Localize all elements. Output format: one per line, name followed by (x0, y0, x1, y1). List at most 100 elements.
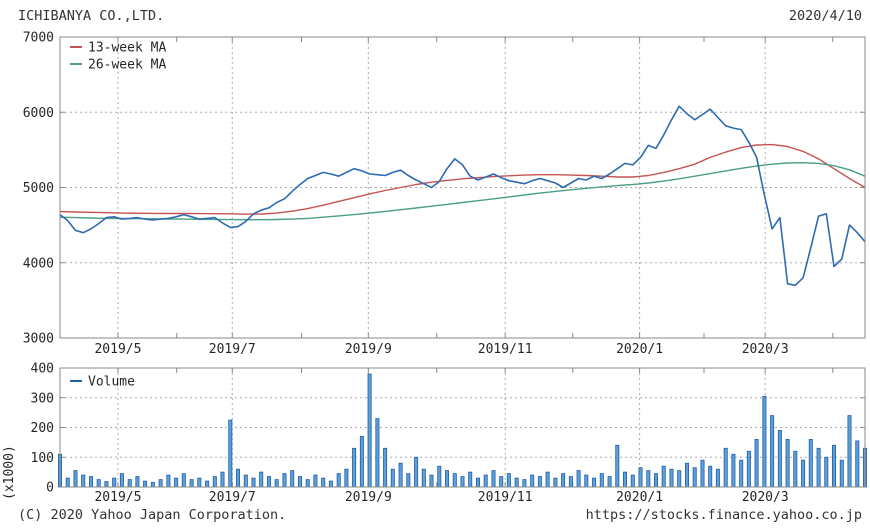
volume-bar (506, 473, 511, 488)
volume-bar (700, 459, 705, 488)
volume-bar (181, 473, 186, 488)
volume-bar (189, 479, 194, 488)
volume-bar (677, 470, 682, 488)
y-axis-label: 7000 (23, 31, 54, 46)
volume-bar (81, 474, 86, 488)
volume-bar (313, 474, 318, 488)
volume-bar (104, 481, 109, 488)
volume-bar (390, 468, 395, 488)
volume-bar (685, 462, 690, 488)
volume-bar (127, 479, 132, 488)
legend-label: Volume (88, 375, 135, 390)
x-axis-label: 2020/1 (616, 490, 663, 505)
volume-bar (847, 415, 852, 488)
volume-bar (708, 465, 713, 488)
source-url: https://stocks.finance.yahoo.co.jp (585, 507, 862, 523)
volume-bar (824, 456, 829, 488)
volume-bar (499, 476, 504, 488)
volume-bar (468, 471, 473, 488)
volume-bar (359, 436, 364, 488)
volume-bar (143, 480, 148, 488)
x-axis-label: 2019/7 (209, 342, 256, 357)
volume-bar (367, 373, 372, 488)
volume-bar (297, 476, 302, 488)
volume-bar (375, 418, 380, 488)
volume-bar (398, 462, 403, 488)
volume-bar (328, 480, 333, 488)
volume-bar (808, 439, 813, 488)
volume-bar (785, 439, 790, 488)
volume-bar (344, 468, 349, 488)
volume-bar (793, 450, 798, 488)
legend-label: 26-week MA (88, 58, 166, 73)
volume-bar (220, 471, 225, 488)
stock-title: ICHIBANYA CO.,LTD. (18, 8, 165, 24)
volume-bar (235, 468, 240, 488)
volume-bar (135, 476, 140, 488)
volume-bar (158, 479, 163, 488)
x-axis-label: 2019/5 (94, 342, 141, 357)
y-axis-label: 6000 (23, 106, 54, 121)
volume-bar (514, 477, 519, 488)
volume-bar (228, 419, 233, 488)
y-axis-label: 5000 (23, 181, 54, 196)
volume-bar (576, 470, 581, 488)
volume-bar (584, 474, 589, 488)
x-axis-label: 2019/9 (345, 342, 392, 357)
volume-bar (421, 468, 426, 488)
plot-border (59, 36, 866, 339)
volume-bar (174, 477, 179, 488)
volume-bar (205, 480, 210, 488)
volume-bar (166, 474, 171, 488)
volume-chart: (x1000) 0 100 200 300 400 2019/5 2019/7 2019/9 2… (2, 362, 868, 505)
volume-bar (731, 453, 736, 488)
y-axis-label: 300 (31, 391, 54, 406)
y-axis-label: 200 (31, 421, 54, 436)
y-axis-label: 3000 (23, 332, 54, 347)
volume-bar (762, 395, 767, 488)
y-axis-label: 400 (31, 362, 54, 377)
volume-bar (692, 467, 697, 488)
y-axis-label: 0 (46, 481, 54, 496)
volume-bar (96, 479, 101, 488)
volume-bar (615, 444, 620, 488)
volume-bar (723, 447, 728, 488)
volume-bar (592, 477, 597, 488)
volume-bar (336, 473, 341, 488)
chart-header: ICHIBANYA CO.,LTD. 2020/4/10 (18, 7, 862, 25)
x-axis-label: 2019/5 (94, 490, 141, 505)
volume-bar (522, 479, 527, 488)
volume-bar (530, 474, 535, 488)
volume-bar (429, 474, 434, 488)
volume-bar (475, 477, 480, 488)
volume-bar (259, 471, 264, 488)
volume-bar (266, 476, 271, 488)
volume-bar (65, 477, 70, 488)
volume-bar (243, 474, 248, 488)
volume-bar (483, 474, 488, 488)
volume-bar (491, 470, 496, 488)
volume-bar (623, 471, 628, 488)
volume-bar (607, 476, 612, 488)
volume-bar (321, 477, 326, 488)
volume-bar (212, 476, 217, 488)
volume-bar (150, 482, 155, 488)
volume-bar (816, 447, 821, 488)
volume-bar (119, 473, 124, 488)
volume-bar (777, 430, 782, 488)
x-axis-label: 2020/3 (742, 490, 789, 505)
x-axis-label: 2020/1 (616, 342, 663, 357)
volume-bar (437, 465, 442, 488)
volume-bar (661, 465, 666, 488)
chart-footer: (C) 2020 Yahoo Japan Corporation. https:… (18, 506, 862, 524)
volume-bar (553, 477, 558, 488)
volume-bar (654, 473, 659, 488)
volume-bar (305, 479, 310, 488)
x-axis-label: 2019/11 (478, 342, 533, 357)
chart-date: 2020/4/10 (788, 8, 862, 24)
volume-bar (414, 456, 419, 488)
y-axis-label: 4000 (23, 256, 54, 271)
volume-bar (638, 467, 643, 488)
volume-bar (599, 473, 604, 488)
volume-bar (444, 470, 449, 488)
